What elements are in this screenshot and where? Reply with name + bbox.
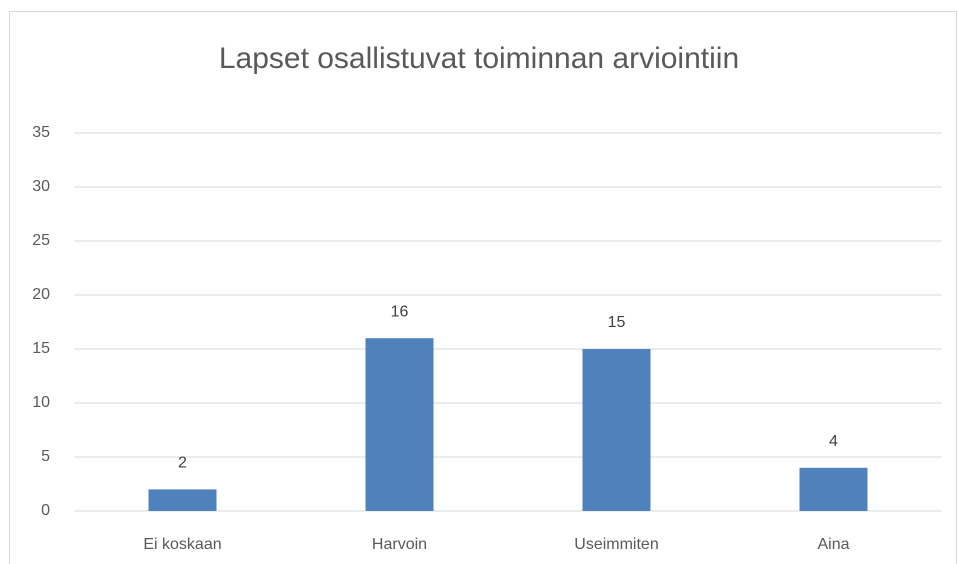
y-tick-label: 5 <box>41 448 50 465</box>
y-tick-label: 30 <box>32 178 50 195</box>
x-tick-label: Ei koskaan <box>143 536 221 553</box>
x-tick-label: Useimmiten <box>574 536 658 553</box>
chart-title: Lapset osallistuvat toiminnan arviointii… <box>219 42 739 75</box>
y-tick-label: 10 <box>32 394 50 411</box>
data-label: 2 <box>178 455 187 472</box>
bar <box>148 489 217 511</box>
bar <box>365 338 434 511</box>
data-label: 15 <box>608 314 626 331</box>
bar <box>799 467 868 511</box>
data-label: 16 <box>391 303 409 320</box>
bar <box>582 349 651 511</box>
y-tick-label: 0 <box>41 502 50 519</box>
y-tick-label: 35 <box>32 124 50 141</box>
y-tick-label: 20 <box>32 286 50 303</box>
x-tick-label: Harvoin <box>372 536 427 553</box>
chart-border <box>9 11 957 564</box>
y-tick-label: 15 <box>32 340 50 357</box>
y-tick-label: 25 <box>32 232 50 249</box>
x-tick-label: Aina <box>817 536 849 553</box>
data-label: 4 <box>829 433 838 450</box>
